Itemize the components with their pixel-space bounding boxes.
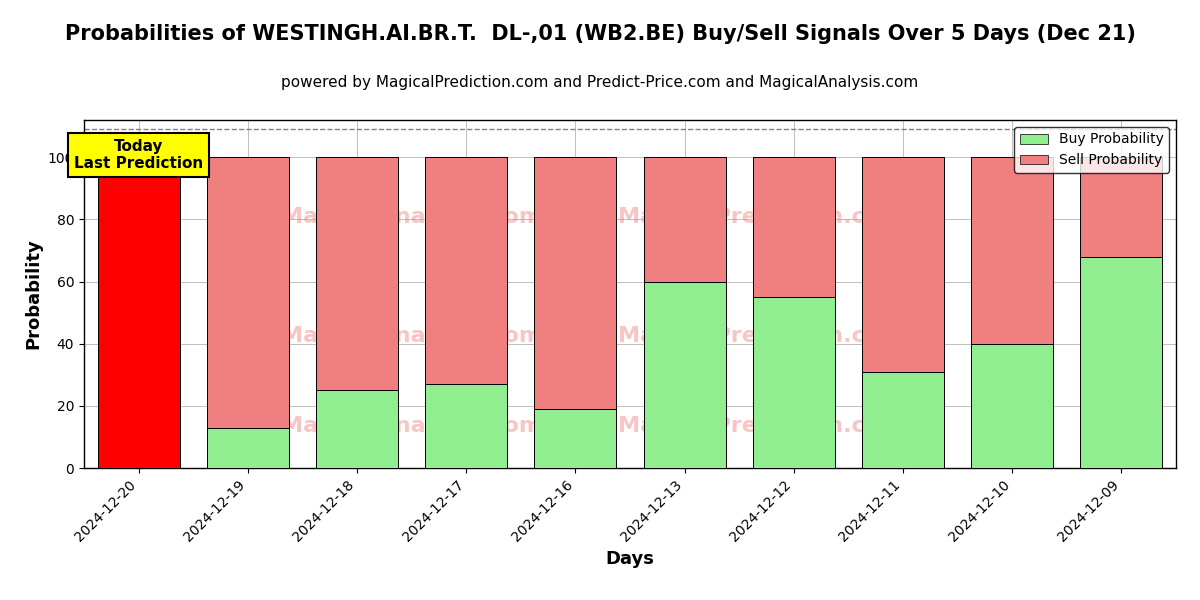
Text: Probabilities of WESTINGH.AI.BR.T.  DL-,01 (WB2.BE) Buy/Sell Signals Over 5 Days: Probabilities of WESTINGH.AI.BR.T. DL-,0… <box>65 24 1135 44</box>
Text: Today
Last Prediction: Today Last Prediction <box>74 139 203 171</box>
Text: powered by MagicalPrediction.com and Predict-Price.com and MagicalAnalysis.com: powered by MagicalPrediction.com and Pre… <box>281 75 919 90</box>
Text: MagicalAnalysis.com: MagicalAnalysis.com <box>281 208 542 227</box>
Bar <box>1080 257 1163 468</box>
X-axis label: Days: Days <box>606 550 654 568</box>
Bar <box>752 157 835 297</box>
Text: MagicalPrediction.com: MagicalPrediction.com <box>618 416 904 436</box>
Bar <box>206 157 289 428</box>
Bar <box>643 157 726 281</box>
Bar <box>862 371 944 468</box>
Bar <box>752 297 835 468</box>
Bar <box>971 344 1054 468</box>
Bar <box>425 157 508 384</box>
Text: MagicalPrediction.com: MagicalPrediction.com <box>618 208 904 227</box>
Bar <box>1080 157 1163 257</box>
Bar <box>206 428 289 468</box>
Legend: Buy Probability, Sell Probability: Buy Probability, Sell Probability <box>1014 127 1169 173</box>
Bar <box>316 391 398 468</box>
Bar <box>316 157 398 391</box>
Y-axis label: Probability: Probability <box>24 239 42 349</box>
Text: MagicalPrediction.com: MagicalPrediction.com <box>618 326 904 346</box>
Bar <box>534 409 617 468</box>
Bar <box>97 157 180 468</box>
Text: MagicalAnalysis.com: MagicalAnalysis.com <box>281 416 542 436</box>
Bar <box>643 281 726 468</box>
Bar <box>425 384 508 468</box>
Bar <box>862 157 944 371</box>
Bar <box>534 157 617 409</box>
Text: MagicalAnalysis.com: MagicalAnalysis.com <box>281 326 542 346</box>
Bar <box>971 157 1054 344</box>
